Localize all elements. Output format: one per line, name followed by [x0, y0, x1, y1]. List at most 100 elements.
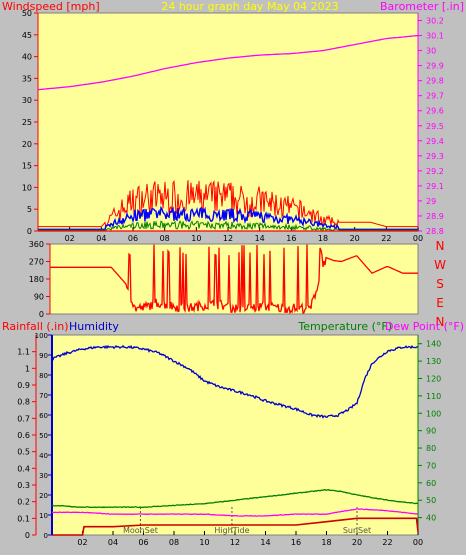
wind-y-tick-label: 45	[22, 31, 32, 40]
bottom-x-ticks: 02 04 06 08 10 12 14 16 18 20 22 00	[77, 531, 423, 547]
barometer-y-ticks: 28.8 28.9 29 29.1 29.2 29.3 29.4 29.5 29.6 29.7 29…	[417, 13, 444, 236]
bottom-x-tick-label: 06	[138, 538, 148, 547]
rainfall-y-ticks: 0 0.1 0.2 0.3 0.4 0.5 0.6 0.7 0.8 0.9 1 1.1	[17, 335, 37, 540]
bottom-x-tick-label: 12	[230, 538, 240, 547]
temperature-y-tick-label: 80	[426, 444, 436, 453]
chart-title: 24 hour graph day May 04 2023	[161, 0, 338, 13]
rainfall-y-tick-label: 0	[25, 531, 30, 540]
bottom-x-tick-label: 18	[321, 538, 331, 547]
temperature-y-ticks: 40 50 60 70 80 90 100 110 120 130 140	[417, 335, 441, 535]
rainfall-y-tick-label: 1.1	[17, 348, 30, 357]
windspeed-axis-label: Windspeed [mph]	[2, 0, 100, 13]
barometer-axis-label: Barometer [.in]	[380, 0, 464, 13]
humidity-y-tick-label: 70	[39, 392, 48, 400]
wind-x-tick-label: 20	[350, 234, 360, 243]
bottom-x-tick-label: 00	[413, 538, 423, 547]
barometer-y-tick-label: 28.8	[426, 227, 444, 236]
barometer-y-tick-label: 28.9	[426, 212, 444, 221]
wind-y-ticks: 0 5 10 15 20 25 30 35 40 45 50	[22, 9, 39, 236]
temperature-y-tick-label: 110	[426, 392, 441, 401]
rainfall-y-tick-label: 0.3	[17, 481, 30, 490]
temperature-y-tick-label: 130	[426, 357, 441, 366]
wind-gust-line	[38, 179, 418, 229]
wind-y-tick-label: 10	[22, 183, 32, 192]
rainfall-y-tick-label: 0.7	[17, 414, 30, 423]
wind-y-tick-label: 15	[22, 162, 32, 171]
rainfall-y-tick-label: 0.9	[17, 381, 30, 390]
bottom-x-tick-label: 02	[77, 538, 87, 547]
temperature-y-tick-label: 50	[426, 496, 436, 505]
wind-y-tick-label: 40	[22, 53, 32, 62]
barometer-y-tick-label: 29.3	[426, 152, 444, 161]
barometer-y-tick-label: 30.1	[426, 32, 444, 41]
event-label: HighTide	[214, 526, 249, 535]
bottom-x-tick-label: 20	[352, 538, 362, 547]
wind-direction-line	[50, 244, 418, 315]
humidity-y-tick-label: 40	[39, 452, 48, 460]
bottom-x-tick-label: 08	[169, 538, 179, 547]
direction-y-ticks: 0 90 180 270 360	[29, 240, 51, 319]
barometer-y-tick-label: 29	[426, 197, 436, 206]
wind-x-tick-label: 22	[381, 234, 391, 243]
compass-label-n: N	[436, 239, 445, 253]
bottom-x-tick-label: 14	[260, 538, 270, 547]
humidity-line	[51, 344, 419, 419]
wind-x-tick-label: 02	[65, 234, 75, 243]
wind-x-ticks: 02 04 06 08 10 12 14 16 18 20 22 00	[65, 227, 423, 243]
rainfall-y-tick-label: 0.8	[17, 398, 30, 407]
wind-x-tick-label: 08	[160, 234, 170, 243]
temperature-y-tick-label: 100	[426, 409, 441, 418]
humidity-y-tick-label: 20	[39, 492, 48, 500]
wind-x-tick-label: 06	[128, 234, 138, 243]
dewpoint-line	[52, 508, 419, 517]
direction-y-tick-label: 0	[39, 310, 44, 319]
barometer-y-tick-label: 29.8	[426, 77, 444, 86]
compass-label-e: E	[436, 296, 444, 310]
barometer-y-tick-label: 30.2	[426, 17, 444, 26]
wind-y-tick-label: 30	[22, 96, 32, 105]
barometer-y-tick-label: 29.9	[426, 62, 444, 71]
rainfall-axis-label: Rainfall (.in)	[2, 320, 69, 333]
wind-plot-area	[37, 12, 419, 232]
humidity-y-tick-label: 0	[44, 532, 48, 540]
wind-x-tick-label: 14	[255, 234, 265, 243]
wind-x-tick-label: 00	[413, 234, 423, 243]
rainfall-y-tick-label: 0.4	[17, 464, 30, 473]
direction-plot-area	[49, 243, 419, 315]
rainfall-y-tick-label: 0.5	[17, 448, 30, 457]
barometer-y-tick-label: 29.2	[426, 167, 444, 176]
direction-y-tick-label: 90	[34, 293, 44, 302]
wind-x-tick-label: 16	[286, 234, 296, 243]
rainfall-y-tick-label: 1	[25, 364, 30, 373]
temperature-y-tick-label: 140	[426, 340, 441, 349]
humidity-y-tick-label: 80	[39, 372, 48, 380]
direction-y-tick-label: 360	[29, 240, 44, 249]
wind-x-tick-label: 18	[318, 234, 328, 243]
barometer-y-tick-label: 29.6	[426, 107, 444, 116]
bottom-x-tick-label: 16	[291, 538, 301, 547]
rain-humidity-temp-panel: Rainfall (.in) Humidity Temperature (°F)…	[2, 320, 464, 547]
wind-y-tick-label: 0	[27, 227, 32, 236]
barometer-y-tick-label: 29.5	[426, 122, 444, 131]
rainfall-y-tick-label: 0.6	[17, 431, 30, 440]
humidity-axis-label: Humidity	[69, 320, 119, 333]
rainfall-line	[52, 517, 419, 536]
bottom-x-tick-label: 04	[108, 538, 118, 547]
wind-y-tick-label: 5	[27, 205, 32, 214]
temperature-axis-label: Temperature (°F)	[297, 320, 392, 333]
compass-label-w: W	[434, 258, 446, 272]
wind-y-tick-label: 50	[22, 9, 32, 18]
barometer-line	[37, 34, 419, 91]
bottom-plot-area	[51, 334, 419, 536]
temperature-line	[51, 489, 419, 509]
humidity-y-tick-label: 60	[39, 412, 48, 420]
direction-series	[50, 244, 418, 315]
event-markers: MoonSet HighTide SunSet	[123, 507, 371, 535]
bottom-x-tick-label: 22	[382, 538, 392, 547]
dewpoint-axis-label: Dew Point (°F)	[385, 320, 464, 333]
wind-y-tick-label: 25	[22, 118, 32, 127]
humidity-y-ticks: 0 10 20 30 40 50 60 70 80 90 100	[35, 332, 53, 540]
wind-x-tick-label: 12	[223, 234, 233, 243]
